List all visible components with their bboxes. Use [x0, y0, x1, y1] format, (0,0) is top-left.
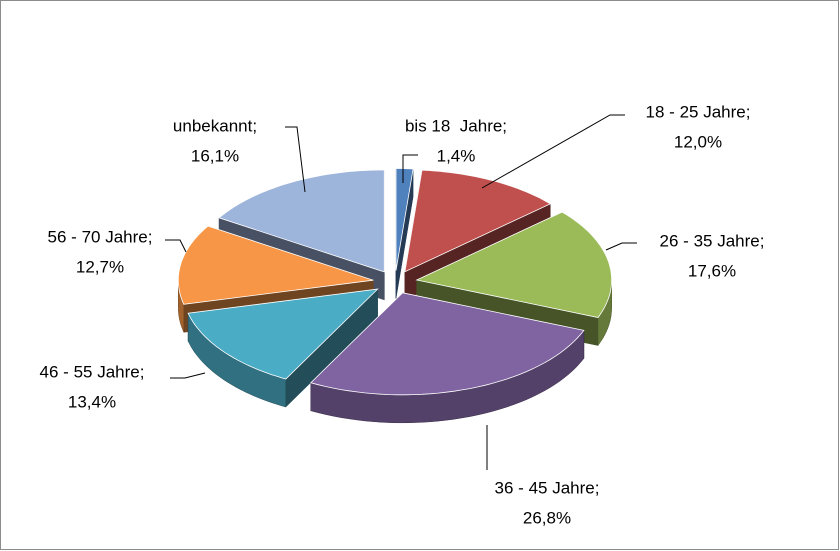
category-label: bis 18 Jahre; — [405, 116, 507, 135]
value-label: 1,4% — [437, 146, 476, 165]
leader-line — [285, 126, 306, 193]
leader-line — [481, 114, 625, 189]
slice — [218, 169, 385, 273]
category-label: 18 - 25 Jahre; — [646, 102, 751, 121]
leader-line — [605, 242, 637, 251]
category-label: 46 - 55 Jahre; — [40, 362, 145, 381]
value-label: 26,8% — [523, 508, 571, 527]
slice — [187, 288, 379, 380]
slice — [415, 211, 613, 318]
leader-line — [402, 154, 418, 183]
category-label: 36 - 45 Jahre; — [495, 478, 600, 497]
slice — [310, 292, 585, 396]
value-label: 16,1% — [191, 146, 239, 165]
slice — [177, 225, 374, 305]
slice — [404, 169, 552, 273]
leader-line — [165, 239, 187, 253]
category-label: 26 - 35 Jahre; — [660, 231, 765, 250]
value-label: 12,7% — [76, 257, 124, 276]
value-label: 13,4% — [68, 392, 116, 411]
value-label: 12,0% — [674, 132, 722, 151]
category-label: 56 - 70 Jahre; — [48, 227, 153, 246]
slice — [395, 168, 414, 271]
leader-line — [170, 372, 206, 379]
category-label: unbekannt; — [173, 116, 257, 135]
value-label: 17,6% — [688, 261, 736, 280]
